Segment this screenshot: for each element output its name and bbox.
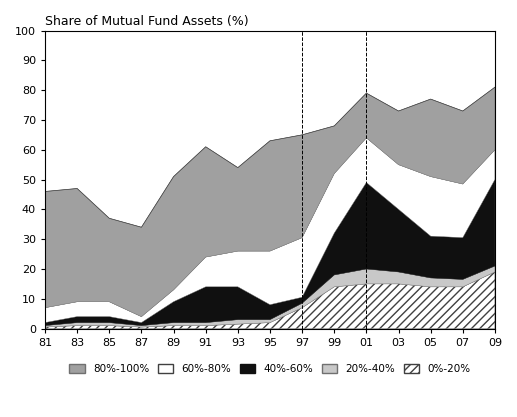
Text: Share of Mutual Fund Assets (%): Share of Mutual Fund Assets (%) <box>45 15 249 28</box>
Legend: 80%-100%, 60%-80%, 40%-60%, 20%-40%, 0%-20%: 80%-100%, 60%-80%, 40%-60%, 20%-40%, 0%-… <box>66 361 474 377</box>
